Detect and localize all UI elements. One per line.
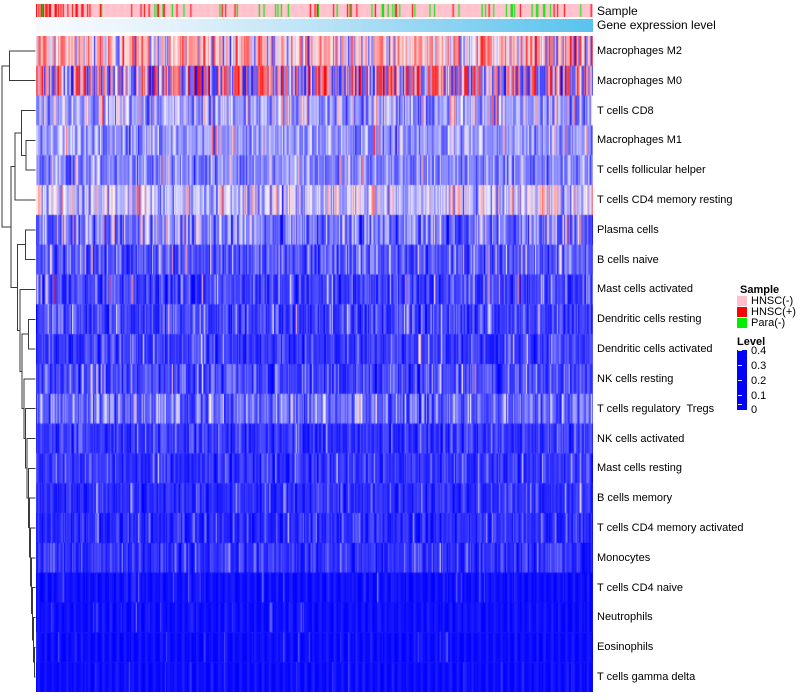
row-label: B cells naive: [597, 253, 659, 266]
row-label: NK cells activated: [597, 432, 685, 445]
expression-annotation-label: Gene expression level: [597, 18, 716, 32]
legend-item-hnsc-neg: HNSC(-): [751, 295, 794, 307]
row-label: Eosinophils: [597, 641, 654, 654]
row-label: Mast cells activated: [597, 283, 693, 296]
row-label: Dendritic cells resting: [597, 313, 702, 326]
sample-annotation-label: Sample: [597, 4, 638, 18]
row-label: Dendritic cells activated: [597, 343, 713, 356]
legend-item-hnsc-pos: HNSC(+): [751, 306, 796, 318]
heatmap-canvas: [36, 36, 593, 692]
row-label: Macrophages M2: [597, 44, 682, 57]
row-label: T cells follicular helper: [597, 164, 706, 177]
colorbar-tick-0.1: 0.1: [751, 390, 767, 402]
row-label: Macrophages M1: [597, 134, 682, 147]
legend-item-para-neg: Para(-): [751, 317, 786, 329]
legend-swatch-hnsc-neg: [737, 296, 747, 306]
row-label: T cells gamma delta: [597, 671, 696, 684]
legend-level-title: Level: [737, 336, 766, 348]
colorbar-tick-0.4: 0.4: [751, 345, 767, 357]
row-label: Macrophages M0: [597, 74, 682, 87]
row-label: T cells CD4 naive: [597, 581, 683, 594]
row-label: T cells CD4 memory resting: [597, 194, 733, 206]
sample-annotation-bar: [36, 4, 593, 17]
row-label: T cells regulatory Tregs: [597, 402, 715, 415]
row-dendrogram: [1, 50, 36, 678]
colorbar-tick-mark: [738, 350, 742, 351]
colorbar-tick-mark: [738, 395, 742, 396]
level-colorbar: [737, 350, 747, 410]
row-label: T cells CD4 memory activated: [597, 522, 744, 534]
colorbar-tick-mark: [738, 404, 742, 405]
colorbar-tick-0.2: 0.2: [751, 375, 767, 387]
row-label: Plasma cells: [597, 223, 659, 236]
row-label: Mast cells resting: [597, 462, 682, 475]
colorbar-tick-0: 0: [751, 404, 758, 416]
colorbar-tick-mark: [738, 380, 742, 381]
legend-swatch-hnsc-pos: [737, 307, 747, 317]
legend-swatch-para-neg: [737, 318, 747, 328]
row-label: B cells memory: [597, 492, 673, 505]
row-label: T cells CD8: [597, 104, 654, 117]
row-label: Monocytes: [597, 551, 651, 564]
legend-sample-title: Sample: [740, 284, 780, 296]
row-label: NK cells resting: [597, 372, 674, 385]
row-label: Neutrophils: [597, 611, 653, 624]
expression-level-bar: [36, 19, 593, 32]
colorbar-tick-mark: [738, 365, 742, 366]
colorbar-tick-0.3: 0.3: [751, 360, 767, 372]
